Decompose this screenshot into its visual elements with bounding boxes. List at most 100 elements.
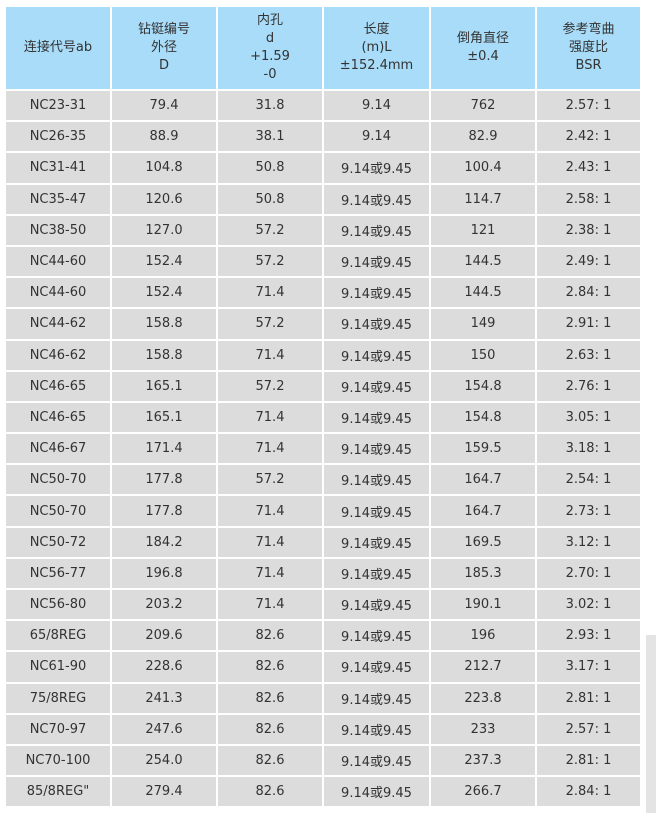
drill-collar-spec-table: 连接代号ab 钻铤编号 外径 D 内孔 d +1.59 -0 长度 (m)L ±152.4mm 倒角直…: [4, 5, 642, 808]
table-cell: 9.14或9.45: [324, 246, 429, 277]
table-row: NC70-97 247.6 82.6 9.14或9.45 233 2.57: 1: [6, 714, 640, 744]
table-cell: NC70-100: [6, 745, 110, 776]
table-cell: 2.70: 1: [537, 558, 640, 588]
table-cell: NC46-67: [6, 434, 110, 464]
table-cell: 203.2: [112, 590, 216, 620]
column-header: 倒角直径 ±0.4: [431, 7, 535, 89]
table-cell: 57.2: [218, 309, 322, 339]
table-row: NC61-90 228.6 82.6 9.14或9.45 212.7 3.17: 1: [6, 652, 640, 682]
table-cell: 9.14或9.45: [324, 340, 429, 370]
table-cell: 75/8REG: [6, 683, 110, 713]
table-cell: 144.5: [431, 246, 535, 277]
table-row: NC44-60 152.4 71.4 9.14或9.45 144.5 2.84: 1: [6, 278, 640, 308]
table-row: NC44-60 152.4 57.2 9.14或9.45 144.5 2.49: 1: [6, 246, 640, 277]
table-cell: NC46-62: [6, 340, 110, 370]
header-line: 强度比: [568, 40, 608, 55]
column-header: 参考弯曲 强度比 BSR: [537, 7, 640, 89]
table-cell: 57.2: [218, 465, 322, 495]
table-cell: 2.54: 1: [537, 465, 640, 495]
header-line: 倒角直径: [456, 31, 509, 46]
table-cell: 3.18: 1: [537, 434, 640, 464]
table-cell: NC56-80: [6, 590, 110, 620]
table-cell: NC50-70: [6, 465, 110, 495]
table-cell: 149: [431, 309, 535, 339]
table-cell: 2.84: 1: [537, 777, 640, 807]
header-line: 连接代号ab: [23, 40, 93, 55]
table-row: NC46-65 165.1 57.2 9.14或9.45 154.8 2.76: 1: [6, 371, 640, 401]
table-cell: NC44-60: [6, 246, 110, 277]
table-cell: 165.1: [112, 371, 216, 401]
table-cell: 2.38: 1: [537, 215, 640, 245]
table-cell: NC50-72: [6, 527, 110, 557]
table-cell: 2.73: 1: [537, 496, 640, 526]
table-cell: 190.1: [431, 590, 535, 620]
table-cell: 9.14或9.45: [324, 558, 429, 588]
table-cell: 104.8: [112, 153, 216, 183]
table-cell: 71.4: [218, 558, 322, 588]
table-cell: NC46-65: [6, 371, 110, 401]
table-row: NC56-77 196.8 71.4 9.14或9.45 185.3 2.70: 1: [6, 558, 640, 588]
table-cell: 2.93: 1: [537, 621, 640, 651]
table-row: NC46-65 165.1 71.4 9.14或9.45 154.8 3.05: 1: [6, 402, 640, 433]
table-cell: 144.5: [431, 278, 535, 308]
table-cell: NC44-62: [6, 309, 110, 339]
table-cell: 71.4: [218, 527, 322, 557]
table-cell: 100.4: [431, 153, 535, 183]
table-cell: 71.4: [218, 496, 322, 526]
table-cell: 9.14: [324, 122, 429, 152]
table-cell: 65/8REG: [6, 621, 110, 651]
table-cell: 2.43: 1: [537, 153, 640, 183]
table-cell: 2.76: 1: [537, 371, 640, 401]
table-cell: 9.14或9.45: [324, 652, 429, 682]
table-cell: 71.4: [218, 340, 322, 370]
table-cell: 79.4: [112, 91, 216, 121]
table-row: NC70-100 254.0 82.6 9.14或9.45 237.3 2.81: 1: [6, 745, 640, 776]
table-cell: 164.7: [431, 496, 535, 526]
table-cell: 2.57: 1: [537, 91, 640, 121]
table-cell: 2.81: 1: [537, 683, 640, 713]
table-cell: 71.4: [218, 402, 322, 433]
column-header: 长度 (m)L ±152.4mm: [324, 7, 429, 89]
table-cell: 233: [431, 714, 535, 744]
table-cell: 247.6: [112, 714, 216, 744]
table-cell: 3.05: 1: [537, 402, 640, 433]
table-cell: 9.14或9.45: [324, 309, 429, 339]
table-cell: 184.2: [112, 527, 216, 557]
header-line: d: [265, 31, 275, 46]
header-line: 钻铤编号: [137, 22, 190, 37]
table-cell: NC44-60: [6, 278, 110, 308]
header-line: 内孔: [256, 13, 283, 28]
header-row: 连接代号ab 钻铤编号 外径 D 内孔 d +1.59 -0 长度 (m)L ±152.4mm 倒角直…: [6, 7, 640, 89]
table-cell: 9.14或9.45: [324, 745, 429, 776]
table-cell: 185.3: [431, 558, 535, 588]
table-cell: 158.8: [112, 309, 216, 339]
table-cell: 57.2: [218, 246, 322, 277]
side-band: [646, 635, 656, 813]
table-cell: 9.14或9.45: [324, 434, 429, 464]
table-cell: NC35-47: [6, 184, 110, 214]
table-cell: 114.7: [431, 184, 535, 214]
table-row: NC23-31 79.4 31.8 9.14 762 2.57: 1: [6, 91, 640, 121]
header-line: (m)L: [361, 40, 392, 55]
table-row: NC50-70 177.8 71.4 9.14或9.45 164.7 2.73: 1: [6, 496, 640, 526]
table-cell: 9.14: [324, 91, 429, 121]
table-row: 65/8REG 209.6 82.6 9.14或9.45 196 2.93: 1: [6, 621, 640, 651]
column-header: 连接代号ab: [6, 7, 110, 89]
table-cell: 154.8: [431, 402, 535, 433]
table-cell: 9.14或9.45: [324, 215, 429, 245]
table-cell: 196.8: [112, 558, 216, 588]
table-cell: 82.6: [218, 745, 322, 776]
table-cell: 82.9: [431, 122, 535, 152]
table-cell: 762: [431, 91, 535, 121]
table-cell: 2.42: 1: [537, 122, 640, 152]
table-cell: 2.49: 1: [537, 246, 640, 277]
table-cell: 223.8: [431, 683, 535, 713]
table-cell: 209.6: [112, 621, 216, 651]
table-cell: 57.2: [218, 215, 322, 245]
header-line: 长度: [363, 22, 390, 37]
table-cell: 9.14或9.45: [324, 590, 429, 620]
table-cell: 2.63: 1: [537, 340, 640, 370]
column-header: 钻铤编号 外径 D: [112, 7, 216, 89]
header-line: ±0.4: [467, 49, 499, 64]
table-cell: 120.6: [112, 184, 216, 214]
